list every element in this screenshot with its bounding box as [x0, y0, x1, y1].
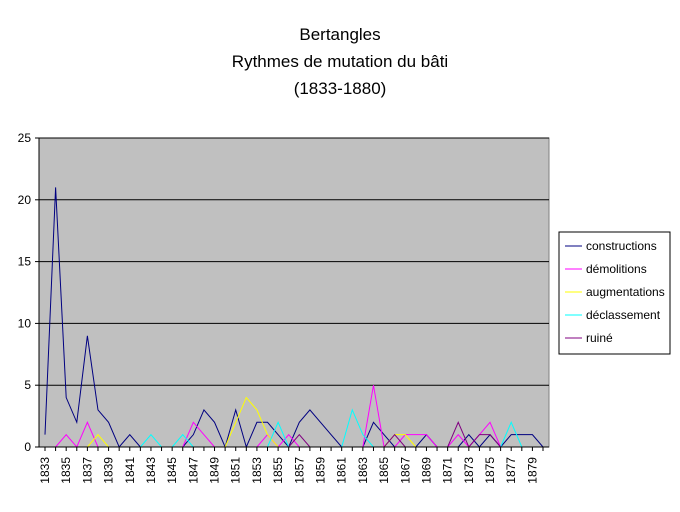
- y-tick-labels: 0 5 10 15 20 25: [18, 131, 32, 454]
- x-tick-label: 1873: [462, 457, 476, 484]
- x-tick-label: 1849: [208, 457, 222, 484]
- x-tick-label: 1841: [123, 457, 137, 484]
- x-tick-label: 1839: [102, 457, 116, 484]
- chart-title-line-1: Bertangles: [299, 25, 380, 44]
- x-tick-label: 1855: [271, 457, 285, 484]
- x-tick-label: 1853: [250, 457, 264, 484]
- chart-title-line-3: (1833-1880): [294, 79, 387, 98]
- x-tick-label: 1857: [292, 457, 306, 484]
- chart-title-line-2: Rythmes de mutation du bâti: [232, 52, 448, 71]
- y-tick-label: 15: [18, 255, 32, 269]
- x-tick-label: 1863: [356, 457, 370, 484]
- x-tick-label: 1867: [398, 457, 412, 484]
- x-tick-label: 1877: [504, 457, 518, 484]
- legend: constructions démolitions augmentations déc…: [558, 231, 671, 355]
- legend-label: déclassement: [586, 308, 661, 322]
- x-tick-label: 1879: [525, 457, 539, 484]
- y-tick-label: 25: [18, 131, 32, 145]
- legend-label: constructions: [586, 239, 657, 253]
- x-tick-label: 1833: [38, 457, 52, 484]
- x-tick-label: 1835: [59, 457, 73, 484]
- x-tick-label: 1843: [144, 457, 158, 484]
- x-tick-label: 1865: [377, 457, 391, 484]
- chart-title: Bertangles Rythmes de mutation du bâti (…: [232, 25, 448, 98]
- x-tick-label: 1871: [441, 457, 455, 484]
- y-tick-label: 0: [24, 440, 31, 454]
- y-tick-label: 20: [18, 193, 32, 207]
- y-tick-label: 5: [24, 378, 31, 392]
- x-tick-label: 1859: [313, 457, 327, 484]
- x-tick-label: 1837: [80, 457, 94, 484]
- legend-label: démolitions: [586, 262, 647, 276]
- x-tick-label: 1875: [483, 457, 497, 484]
- x-tick-labels: 1833 1835 1837 1839 1841 1843 1845 1847 1849 1851…: [38, 457, 539, 484]
- axes: [35, 137, 549, 451]
- legend-label: augmentations: [586, 285, 665, 299]
- gridlines: [39, 137, 549, 386]
- x-tick-label: 1861: [335, 457, 349, 484]
- legend-box: [558, 231, 671, 355]
- x-tick-label: 1847: [186, 457, 200, 484]
- series-line-0: [44, 187, 544, 449]
- legend-label: ruiné: [586, 331, 613, 345]
- plot-area: [38, 137, 550, 448]
- x-tick-label: 1869: [419, 457, 433, 484]
- x-tick-label: 1845: [165, 457, 179, 484]
- x-tick-label: 1851: [229, 457, 243, 484]
- y-tick-label: 10: [18, 316, 32, 330]
